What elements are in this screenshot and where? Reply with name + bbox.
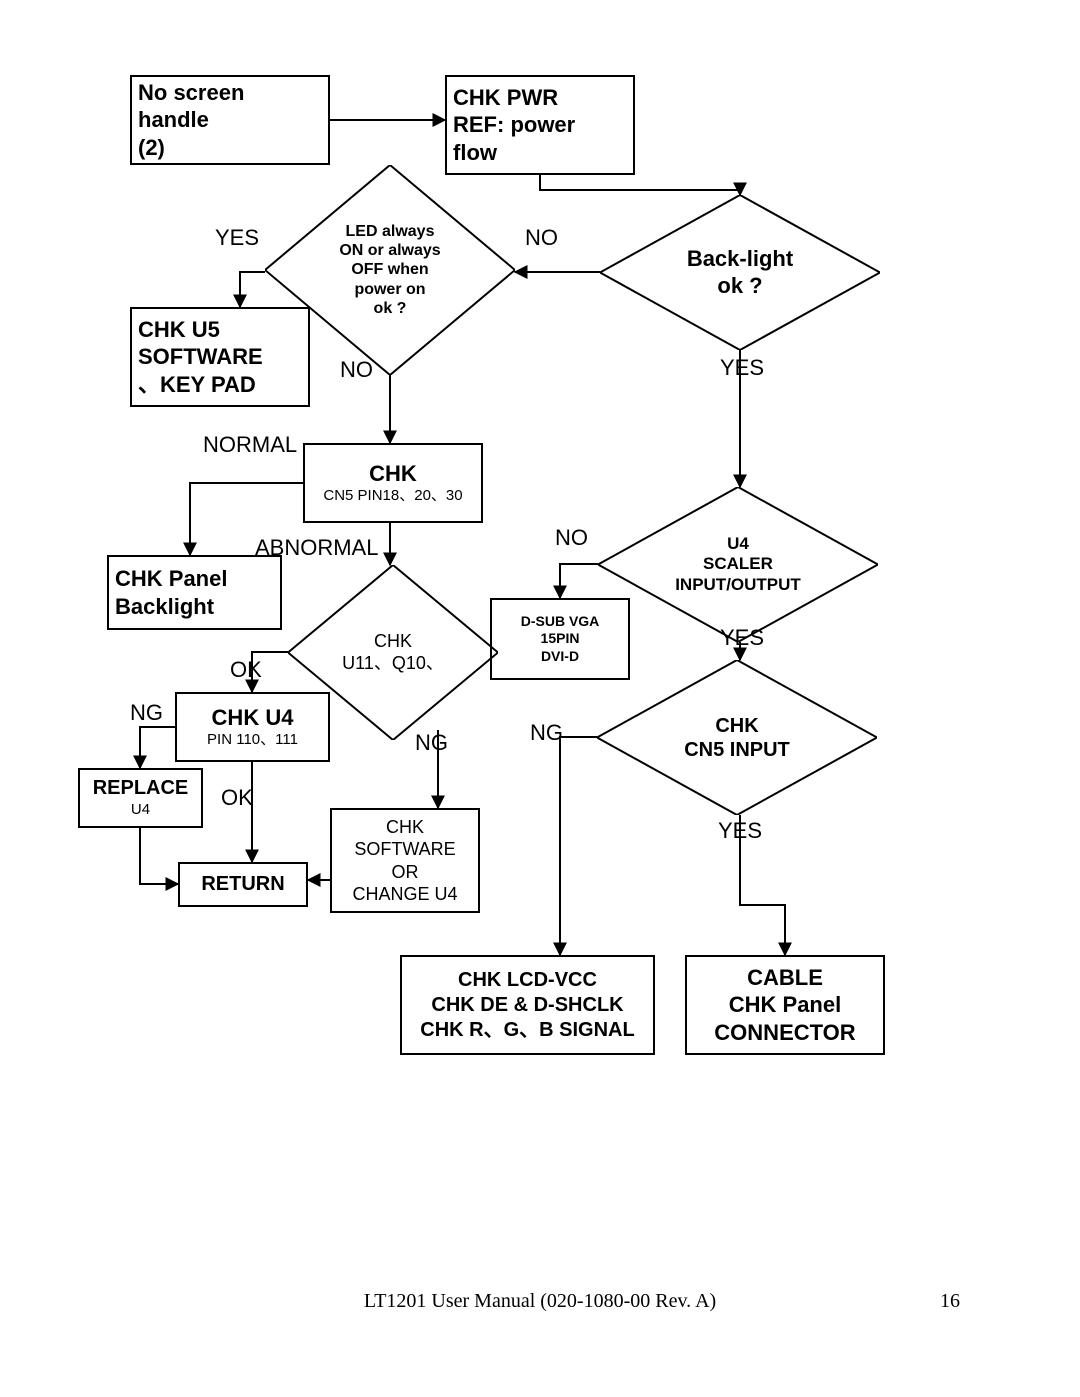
edge-label: OK (221, 785, 253, 811)
edge-label: YES (720, 355, 764, 381)
node-chkpwr: CHK PWRREF: powerflow (445, 75, 635, 175)
node-chku5: CHK U5SOFTWARE、KEY PAD (130, 307, 310, 407)
edge-label: NORMAL (203, 432, 297, 458)
node-chkcn5pin: CHKCN5 PIN18、20、30 (303, 443, 483, 523)
edge-label: YES (720, 625, 764, 651)
node-cable: CABLECHK PanelCONNECTOR (685, 955, 885, 1055)
node-scaler: U4SCALERINPUT/OUTPUT (598, 487, 878, 642)
edge-label: NG (130, 700, 163, 726)
node-chkpanel: CHK PanelBacklight (107, 555, 282, 630)
edge-label: NG (415, 730, 448, 756)
node-return: RETURN (178, 862, 308, 907)
node-cn5in: CHKCN5 INPUT (597, 660, 877, 815)
node-lcdvcc: CHK LCD-VCCCHK DE & D-SHCLKCHK R、G、B SIG… (400, 955, 655, 1055)
edge-label: YES (215, 225, 259, 251)
node-chku4: CHK U4PIN 110、111 (175, 692, 330, 762)
edge-label: NO (555, 525, 588, 551)
page-number: 16 (940, 1290, 960, 1313)
node-start: No screenhandle(2) (130, 75, 330, 165)
page-footer: LT1201 User Manual (020-1080-00 Rev. A) (0, 1290, 1080, 1313)
edge-label: OK (230, 657, 262, 683)
edge-label: NO (340, 357, 373, 383)
node-backlight: Back-lightok ? (600, 195, 880, 350)
node-replace: REPLACEU4 (78, 768, 203, 828)
edge-label: YES (718, 818, 762, 844)
node-swchg: CHKSOFTWAREORCHANGE U4 (330, 808, 480, 913)
edge-label: NO (525, 225, 558, 251)
edge-label: ABNORMAL (255, 535, 378, 561)
edge-label: NG (530, 720, 563, 746)
